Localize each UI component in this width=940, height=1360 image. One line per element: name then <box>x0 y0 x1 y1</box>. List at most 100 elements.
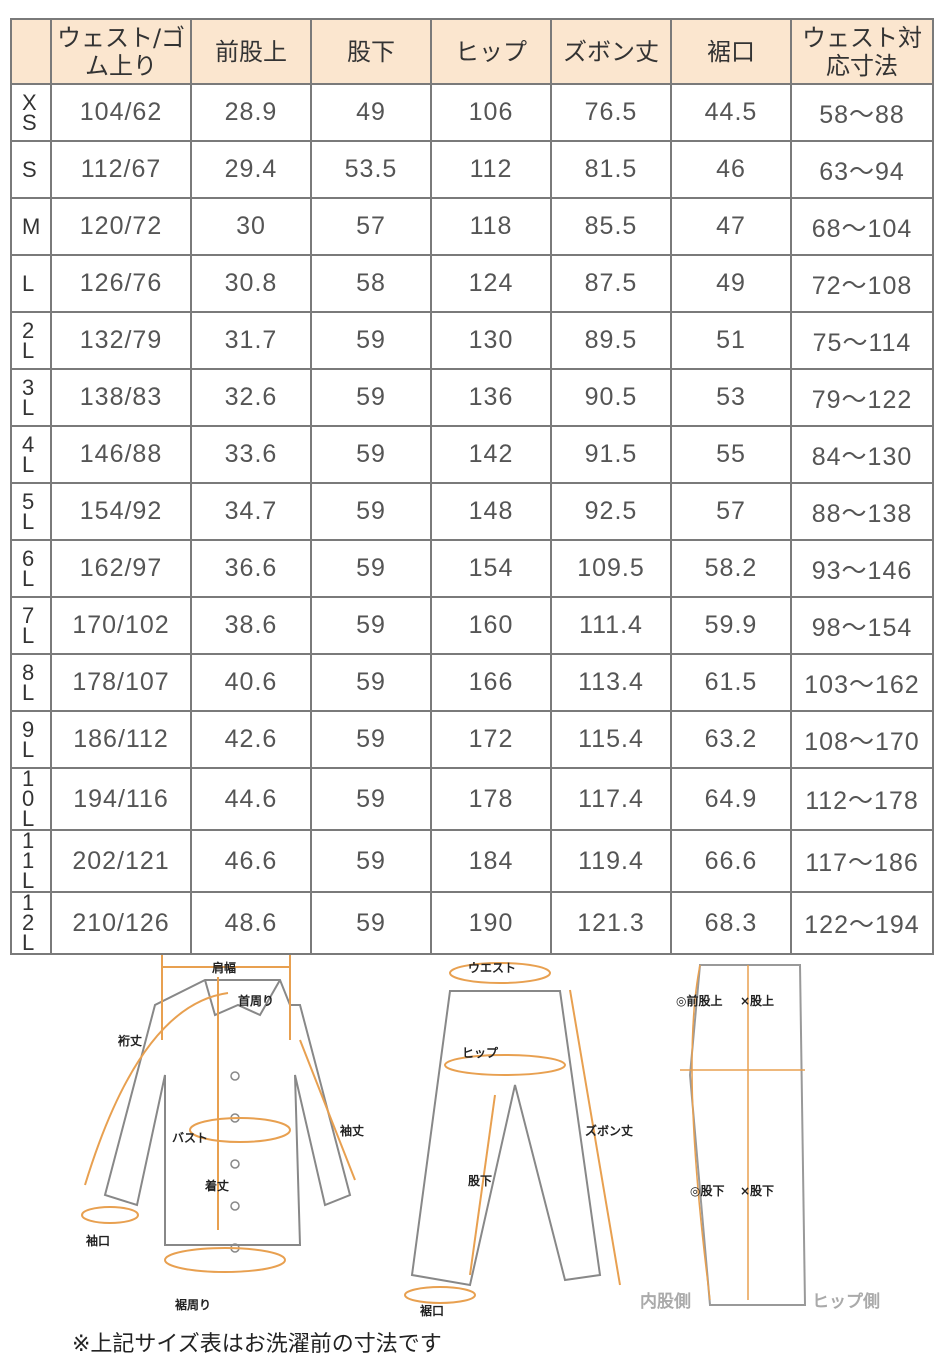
table-cell: 90.5 <box>550 368 672 427</box>
table-cell: 146/88 <box>50 425 192 484</box>
shirt-measure-lines <box>81 955 356 1273</box>
table-cell: 132/79 <box>50 311 192 370</box>
table-cell: 66.6 <box>670 829 792 893</box>
table-cell: 51 <box>670 311 792 370</box>
table-cell: 162/97 <box>50 539 192 598</box>
table-cell: 29.4 <box>190 140 312 199</box>
table-cell: 49 <box>310 83 432 142</box>
table-cell: 170/102 <box>50 596 192 655</box>
table-row: 3L 138/83 32.6 59 136 90.5 53 79～122 <box>10 368 934 427</box>
table-row: 2L 132/79 31.7 59 130 89.5 51 75～114 <box>10 311 934 370</box>
table-cell: 64.9 <box>670 767 792 831</box>
label-inseam: 股下 <box>468 1173 492 1188</box>
table-cell: 108～170 <box>790 710 934 769</box>
table-row: 11L 202/121 46.6 59 184 119.4 66.6 117～186 <box>10 829 934 893</box>
table-cell: 119.4 <box>550 829 672 893</box>
table-cell: 130 <box>430 311 552 370</box>
label-inseam-o: ◎股下 <box>690 1183 724 1198</box>
label-pants-hem: 裾口 <box>420 1303 444 1318</box>
table-cell: 124 <box>430 254 552 313</box>
table-cell: 68～104 <box>790 197 934 256</box>
size-label: 4L <box>10 425 52 484</box>
table-row: M 120/72 30 57 118 85.5 47 68～104 <box>10 197 934 256</box>
table-cell: 28.9 <box>190 83 312 142</box>
shirt-buttons <box>230 1071 240 1253</box>
table-cell: 32.6 <box>190 368 312 427</box>
side-measure-lines <box>680 964 805 1301</box>
table-cell: 154 <box>430 539 552 598</box>
table-cell: 59 <box>310 539 432 598</box>
table-row: 9L 186/112 42.6 59 172 115.4 63.2 108～170 <box>10 710 934 769</box>
label-shoulder: 肩幅 <box>212 960 236 975</box>
table-cell: 47 <box>670 197 792 256</box>
table-cell: 79～122 <box>790 368 934 427</box>
table-cell: 44.6 <box>190 767 312 831</box>
shirt-outline <box>103 979 352 1246</box>
column-header: 股下 <box>310 18 432 85</box>
table-cell: 98～154 <box>790 596 934 655</box>
table-cell: 61.5 <box>670 653 792 712</box>
column-header: ヒップ <box>430 18 552 85</box>
table-cell: 85.5 <box>550 197 672 256</box>
size-label: 11L <box>10 829 52 893</box>
table-cell: 46.6 <box>190 829 312 893</box>
table-cell: 122～194 <box>790 891 934 955</box>
size-label: 7L <box>10 596 52 655</box>
table-cell: 38.6 <box>190 596 312 655</box>
size-label: 5L <box>10 482 52 541</box>
table-cell: 68.3 <box>670 891 792 955</box>
table-cell: 63.2 <box>670 710 792 769</box>
table-cell: 36.6 <box>190 539 312 598</box>
table-cell: 109.5 <box>550 539 672 598</box>
table-cell: 34.7 <box>190 482 312 541</box>
table-cell: 154/92 <box>50 482 192 541</box>
table-row: 4L 146/88 33.6 59 142 91.5 55 84～130 <box>10 425 934 484</box>
label-hip-side: ヒップ側 <box>812 1291 880 1312</box>
table-cell: 112 <box>430 140 552 199</box>
column-header: 前股上 <box>190 18 312 85</box>
table-cell: 106 <box>430 83 552 142</box>
table-cell: 190 <box>430 891 552 955</box>
table-row: 12L 210/126 48.6 59 190 121.3 68.3 122～194 <box>10 891 934 955</box>
table-cell: 111.4 <box>550 596 672 655</box>
table-row: 7L 170/102 38.6 59 160 111.4 59.9 98～154 <box>10 596 934 655</box>
table-cell: 55 <box>670 425 792 484</box>
table-cell: 87.5 <box>550 254 672 313</box>
column-header: ウェスト/ゴム上り <box>50 18 192 85</box>
table-cell: 53.5 <box>310 140 432 199</box>
table-cell: 91.5 <box>550 425 672 484</box>
size-label: S <box>10 140 52 199</box>
column-header: ウェスト対応寸法 <box>790 18 934 85</box>
table-cell: 88～138 <box>790 482 934 541</box>
label-hem: 裾周り <box>175 1297 211 1312</box>
table-cell: 89.5 <box>550 311 672 370</box>
table-row: 6L 162/97 36.6 59 154 109.5 58.2 93～146 <box>10 539 934 598</box>
size-label: 12L <box>10 891 52 955</box>
table-cell: 59 <box>310 829 432 893</box>
table-cell: 49 <box>670 254 792 313</box>
table-cell: 210/126 <box>50 891 192 955</box>
size-label: L <box>10 254 52 313</box>
table-cell: 136 <box>430 368 552 427</box>
table-cell: 81.5 <box>550 140 672 199</box>
table-cell: 75～114 <box>790 311 934 370</box>
column-header: ズボン丈 <box>550 18 672 85</box>
label-cuff: 袖口 <box>86 1233 110 1248</box>
table-cell: 115.4 <box>550 710 672 769</box>
table-cell: 59.9 <box>670 596 792 655</box>
table-cell: 126/76 <box>50 254 192 313</box>
table-cell: 44.5 <box>670 83 792 142</box>
column-header <box>10 18 52 85</box>
table-row: L 126/76 30.8 58 124 87.5 49 72～108 <box>10 254 934 313</box>
table-cell: 72～108 <box>790 254 934 313</box>
label-pants-length: ズボン丈 <box>585 1123 633 1138</box>
label-rise-x: ×股上 <box>740 993 774 1008</box>
table-cell: 160 <box>430 596 552 655</box>
table-cell: 33.6 <box>190 425 312 484</box>
pants-measure-lines <box>404 962 621 1304</box>
size-label: 2L <box>10 311 52 370</box>
table-cell: 118 <box>430 197 552 256</box>
table-cell: 104/62 <box>50 83 192 142</box>
table-cell: 48.6 <box>190 891 312 955</box>
size-label: 3L <box>10 368 52 427</box>
